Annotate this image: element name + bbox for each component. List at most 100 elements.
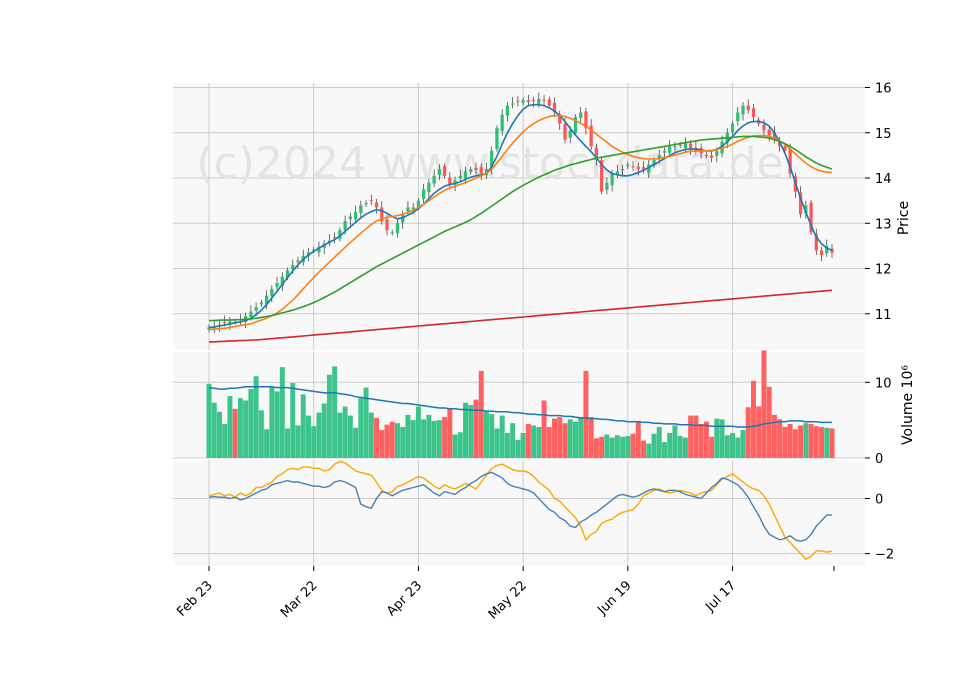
candle-body (751, 108, 756, 117)
candle-body (390, 232, 394, 234)
candle-body (600, 159, 604, 192)
volume-bar (347, 415, 353, 458)
volume-bar (677, 436, 683, 458)
volume-bar (305, 415, 311, 458)
volume-bar (641, 440, 647, 458)
volume-bar (447, 408, 453, 458)
volume-bar (400, 426, 406, 458)
candle-body (657, 155, 661, 160)
x-tick-label: May 22 (486, 578, 530, 622)
candle-body (825, 245, 829, 254)
volume-bar (541, 400, 547, 458)
volume-bar (478, 370, 484, 458)
volume-bar (405, 414, 411, 458)
candle-body (511, 103, 515, 105)
volume-bar (394, 423, 400, 458)
candle-body (809, 202, 813, 233)
volume-bar (342, 406, 348, 458)
candle-body (479, 167, 483, 174)
x-tick-label: Mar 22 (278, 578, 321, 621)
volume-bar (468, 405, 474, 458)
candle-body (652, 159, 656, 166)
candle-body (814, 234, 818, 251)
candle-body (767, 129, 771, 136)
volume-bar (232, 408, 238, 458)
volume-bar (332, 366, 338, 458)
volume-bar (525, 423, 531, 458)
volume-bar (693, 415, 699, 458)
candle-body (709, 155, 714, 158)
volume-bar (819, 426, 825, 458)
candle-body (615, 171, 619, 175)
volume-bar (258, 410, 264, 458)
candle-body (798, 192, 803, 215)
candle-body (526, 100, 530, 103)
volume-bar (457, 432, 463, 458)
volume-bar (667, 433, 673, 458)
candle-body (437, 168, 441, 175)
volume-bar (515, 439, 521, 458)
volume-bar (442, 417, 448, 458)
volume-bar (813, 426, 819, 458)
volume-bar (473, 399, 479, 458)
volume-bar (374, 417, 380, 458)
volume-bar (651, 433, 657, 458)
volume-bar (494, 428, 500, 458)
candle-body (715, 150, 719, 156)
volume-bar (253, 376, 259, 458)
candle-body (364, 202, 368, 205)
volume-bar (452, 434, 458, 458)
candle-body (778, 141, 782, 147)
candle-body (338, 230, 342, 239)
candle-body (605, 182, 609, 190)
volume-bar (635, 420, 641, 458)
volume-bar (750, 380, 756, 458)
candle-body (495, 128, 499, 150)
volume-bar (222, 423, 228, 458)
candle-body (416, 200, 421, 208)
volume-bar (552, 418, 558, 458)
candle-body (484, 168, 489, 176)
volume-bar (557, 417, 563, 458)
volume-bar (274, 391, 280, 458)
volume-bar (421, 419, 427, 458)
volume-bar (808, 423, 814, 458)
candle-body (547, 99, 551, 106)
candle-body (552, 102, 557, 113)
volume-bar (436, 420, 442, 458)
candle-body (558, 114, 562, 124)
candle-body (432, 175, 436, 184)
candle-body (668, 146, 672, 153)
candle-body (683, 142, 688, 149)
candle-body (317, 246, 321, 253)
price-y-tick-label: 15 (875, 127, 892, 142)
candle-body (516, 100, 520, 102)
volume-bar (703, 421, 709, 458)
volume-bar (279, 367, 285, 458)
volume-bar (337, 412, 343, 458)
volume-bar (562, 423, 568, 458)
volume-bar (368, 412, 374, 458)
candle-body (254, 307, 258, 311)
volume-bar (730, 433, 736, 458)
volume-bar (771, 414, 777, 458)
volume-bar (269, 387, 275, 458)
candle-body (264, 295, 269, 305)
candle-body (217, 324, 222, 326)
candle-body (369, 200, 373, 202)
candle-body (678, 144, 682, 146)
candle-body (280, 276, 284, 286)
volume-bar (243, 400, 249, 458)
volume-bar (656, 426, 662, 458)
volume-bar (572, 421, 578, 458)
volume-bar (389, 421, 395, 458)
volume-bar (682, 437, 688, 458)
volume-bar (740, 429, 746, 458)
volume-bar (300, 394, 306, 458)
volume-bar (311, 426, 317, 458)
volume-bar (499, 415, 505, 458)
candle-body (631, 166, 635, 168)
volume-bar (646, 443, 652, 458)
candle-body (249, 311, 253, 317)
candle-body (736, 112, 740, 122)
